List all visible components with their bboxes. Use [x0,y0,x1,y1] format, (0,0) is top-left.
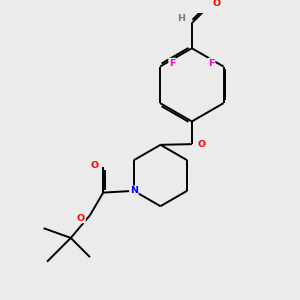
Text: H: H [177,14,185,23]
Text: O: O [212,0,220,8]
Text: O: O [90,161,98,170]
Text: O: O [77,214,85,223]
Text: O: O [197,140,206,149]
Text: F: F [169,58,176,68]
Text: F: F [208,58,214,68]
Text: N: N [130,186,138,195]
Text: O: O [197,140,206,149]
